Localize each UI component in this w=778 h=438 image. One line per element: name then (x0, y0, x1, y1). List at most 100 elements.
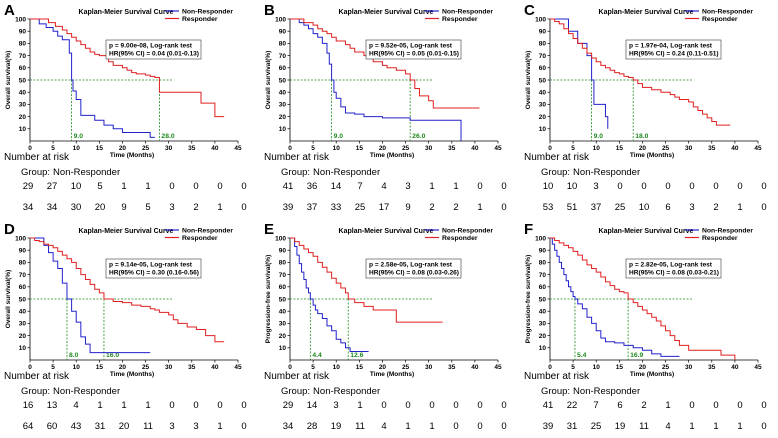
median-label: 5.4 (577, 352, 587, 359)
x-tick-label: 20 (379, 145, 387, 152)
median-label: 28.0 (161, 133, 174, 140)
risk-count-responder: 5 (145, 202, 150, 213)
y-tick-label: 10 (539, 126, 547, 133)
risk-count-responder: 9 (405, 202, 410, 213)
y-axis-label: Overall survival(%) (265, 51, 272, 110)
risk-count-responder: 3 (193, 421, 198, 432)
risk-count-non-responder: 0 (169, 400, 174, 411)
responder-curve (30, 18, 225, 118)
risk-count-responder: 10 (639, 202, 650, 213)
x-tick-label: 25 (402, 364, 410, 371)
y-tick-label: 80 (539, 260, 547, 267)
y-tick-label: 50 (539, 296, 547, 303)
risk-group-name: Non-Responder (53, 386, 120, 397)
risk-count-responder: 19 (331, 421, 342, 432)
risk-count-responder: 0 (241, 202, 246, 213)
risk-count-responder: 0 (501, 202, 506, 213)
risk-count-responder: 25 (355, 202, 366, 213)
risk-count-responder: 28 (307, 421, 318, 432)
x-tick-label: 30 (685, 145, 693, 152)
legend-label-non-responder: Non-Responder (702, 227, 753, 234)
y-tick-label: 100 (15, 16, 26, 23)
x-tick-label: 10 (333, 145, 341, 152)
risk-count-non-responder: 4 (381, 181, 386, 192)
y-tick-label: 40 (279, 90, 287, 97)
x-tick-label: 45 (234, 145, 242, 152)
non-responder-curve (550, 237, 680, 357)
risk-count-non-responder: 14 (307, 400, 318, 411)
y-tick-label: 20 (539, 333, 547, 340)
y-tick-label: 40 (19, 90, 27, 97)
y-tick-label: 10 (279, 345, 287, 352)
x-tick-label: 15 (616, 145, 624, 152)
y-tick-label: 60 (19, 284, 27, 291)
risk-group-row: Group: Non-Responder (541, 167, 640, 178)
risk-count-responder: 9 (121, 202, 126, 213)
risk-count-non-responder: 36 (307, 181, 318, 192)
legend-label-non-responder: Non-Responder (702, 8, 753, 15)
x-tick-label: 40 (731, 145, 739, 152)
y-tick-label: 70 (19, 53, 27, 60)
legend-label-responder: Responder (442, 235, 478, 242)
risk-count-non-responder: 41 (543, 400, 554, 411)
risk-count-non-responder: 0 (169, 181, 174, 192)
risk-count-non-responder: 1 (429, 181, 434, 192)
risk-count-non-responder: 0 (689, 400, 694, 411)
x-tick-label: 25 (662, 145, 670, 152)
risk-count-responder: 20 (119, 421, 130, 432)
x-axis-label: Time (Months) (370, 371, 414, 378)
risk-count-non-responder: 14 (331, 181, 342, 192)
panel-f: F Kaplan-Meier Survival Curve102030405060… (524, 221, 767, 432)
risk-count-responder: 53 (543, 202, 554, 213)
y-tick-label: 20 (19, 333, 27, 340)
risk-count-non-responder: 1 (121, 181, 126, 192)
x-tick-label: 40 (471, 145, 479, 152)
y-tick-label: 10 (19, 345, 27, 352)
y-tick-label: 20 (19, 114, 27, 121)
risk-count-non-responder: 0 (665, 181, 670, 192)
risk-count-non-responder: 0 (641, 181, 646, 192)
risk-count-non-responder: 0 (193, 181, 198, 192)
y-tick-label: 80 (19, 41, 27, 48)
x-tick-label: 30 (165, 364, 173, 371)
panel-letter: D (4, 221, 15, 238)
risk-count-responder: 39 (543, 421, 554, 432)
risk-group-row: Group: Non-Responder (281, 167, 380, 178)
risk-count-responder: 1 (737, 202, 742, 213)
risk-count-responder: 64 (23, 421, 34, 432)
panel-c: C Kaplan-Meier Survival Curve102030405060… (524, 2, 767, 213)
risk-count-non-responder: 1 (357, 400, 362, 411)
x-tick-label: 15 (356, 364, 364, 371)
stats-p-value: p = 9.14e-05, Log-rank test (109, 262, 193, 269)
x-tick-label: 10 (73, 145, 81, 152)
risk-count-non-responder: 1 (121, 400, 126, 411)
risk-table-header: Number at risk (524, 152, 590, 163)
x-tick-label: 25 (142, 145, 150, 152)
risk-count-non-responder: 13 (47, 400, 58, 411)
x-tick-label: 15 (616, 364, 624, 371)
median-label: 26.0 (412, 133, 425, 140)
responder-curve (550, 18, 731, 126)
risk-count-responder: 34 (23, 202, 34, 213)
risk-group-label: Group: (21, 386, 50, 397)
y-tick-label: 40 (279, 309, 287, 316)
y-tick-label: 80 (539, 41, 547, 48)
stats-box (105, 258, 202, 279)
x-tick-label: 30 (425, 364, 433, 371)
risk-table-header: Number at risk (4, 371, 70, 382)
risk-count-responder: 25 (591, 421, 602, 432)
x-tick-label: 0 (28, 145, 32, 152)
risk-count-responder: 51 (567, 202, 578, 213)
y-tick-label: 30 (279, 102, 287, 109)
risk-count-non-responder: 0 (453, 400, 458, 411)
x-tick-label: 15 (356, 145, 364, 152)
risk-count-non-responder: 0 (713, 400, 718, 411)
chart-title: Kaplan-Meier Survival Curve (339, 228, 434, 235)
risk-count-responder: 43 (71, 421, 82, 432)
y-tick-label: 10 (279, 126, 287, 133)
median-label: 9.0 (594, 133, 604, 140)
x-tick-label: 20 (119, 364, 127, 371)
legend-label-responder: Responder (442, 16, 478, 23)
risk-count-responder: 19 (615, 421, 626, 432)
